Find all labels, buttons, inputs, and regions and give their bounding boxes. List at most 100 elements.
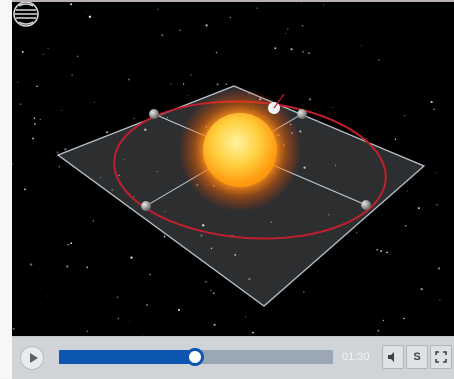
star (386, 251, 388, 254)
star (225, 83, 228, 85)
star (71, 74, 73, 76)
star (111, 189, 114, 191)
play-icon[interactable] (20, 346, 44, 370)
star (205, 24, 208, 27)
star (130, 256, 133, 259)
star (256, 7, 258, 9)
subtitles-button[interactable]: S (406, 345, 428, 369)
star (216, 83, 219, 86)
star (117, 318, 119, 320)
star (382, 319, 385, 322)
star (12, 162, 13, 165)
star (248, 278, 251, 281)
star (303, 291, 305, 293)
star (12, 327, 15, 330)
star (17, 81, 19, 83)
fullscreen-glyph (435, 351, 447, 363)
star (331, 107, 333, 108)
star (67, 243, 70, 246)
star (308, 98, 311, 101)
star (187, 95, 189, 96)
star (34, 123, 36, 125)
star (163, 235, 166, 238)
star (210, 289, 212, 292)
top-edge (12, 0, 454, 2)
star (76, 55, 79, 57)
star (420, 288, 423, 291)
seek-handle[interactable] (185, 348, 204, 366)
star (33, 117, 36, 119)
star (116, 296, 119, 298)
star (167, 117, 168, 119)
star (356, 232, 358, 234)
star (406, 190, 408, 192)
star (300, 2, 302, 4)
star (86, 266, 89, 269)
progress-fill (59, 350, 195, 364)
star (92, 220, 94, 222)
star (42, 53, 44, 55)
earth-pointer (273, 93, 285, 109)
star (156, 171, 158, 172)
star (118, 174, 121, 177)
fullscreen-icon[interactable] (430, 345, 452, 369)
speaker-glyph (388, 352, 394, 362)
star (376, 248, 378, 251)
star (251, 331, 254, 334)
star (88, 15, 92, 18)
star (366, 138, 368, 139)
video-area[interactable] (12, 0, 454, 336)
star (164, 211, 165, 213)
star (380, 250, 383, 253)
star (86, 12, 88, 14)
star (19, 103, 22, 105)
star (394, 138, 397, 140)
star (210, 247, 213, 249)
planet-marker (361, 200, 371, 210)
star (360, 45, 362, 47)
star (302, 50, 305, 53)
star (299, 130, 302, 133)
sun (203, 113, 277, 187)
star (106, 131, 109, 134)
progress-bar[interactable] (59, 348, 333, 366)
star (133, 196, 135, 198)
star (430, 100, 433, 104)
star (66, 265, 69, 268)
star (303, 166, 306, 169)
current-time: 01:30 (342, 351, 370, 363)
star (56, 151, 59, 154)
control-bar: 01:30 S (12, 336, 454, 379)
star (86, 330, 89, 332)
star (205, 280, 207, 283)
star (144, 128, 147, 131)
star (47, 47, 49, 49)
star (21, 50, 24, 53)
star (146, 304, 148, 306)
star (439, 299, 441, 301)
star (133, 117, 135, 120)
speaker-icon[interactable] (382, 345, 404, 369)
star (335, 164, 337, 166)
star (170, 83, 172, 85)
star (129, 320, 131, 322)
star (244, 316, 246, 318)
star (93, 101, 95, 103)
star (308, 52, 310, 54)
star (213, 323, 216, 327)
star (141, 335, 143, 336)
star (58, 166, 61, 168)
star (45, 295, 47, 297)
star (215, 51, 218, 54)
star (404, 115, 406, 117)
star (149, 273, 151, 276)
star (190, 74, 192, 76)
star (123, 158, 125, 160)
star (61, 109, 63, 111)
planet-marker (141, 201, 151, 211)
star (328, 214, 330, 216)
star (435, 172, 437, 174)
star (437, 267, 441, 270)
star (70, 242, 73, 245)
